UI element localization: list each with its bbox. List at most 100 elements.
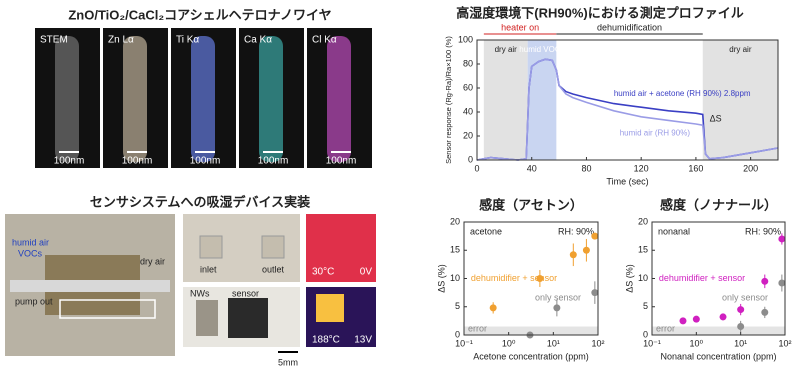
point	[570, 251, 577, 258]
x-tick-label: 0	[474, 163, 479, 173]
annotation: error	[656, 323, 675, 333]
nanowire	[259, 36, 283, 162]
y-tick-label: 40	[463, 106, 473, 116]
label: humid air	[12, 237, 49, 247]
scale-label: 100nm	[258, 156, 289, 167]
photo-inlet	[200, 236, 222, 258]
point	[761, 309, 768, 316]
panel-label: Cl Kα	[312, 35, 337, 46]
region	[528, 40, 557, 160]
y-tick-label: 10	[450, 273, 460, 283]
label: 188°C	[312, 335, 340, 346]
y-tick-label: 15	[450, 245, 460, 255]
annotation: ΔS	[710, 114, 722, 124]
y-tick-label: 20	[638, 216, 648, 226]
y-tick-label: 15	[638, 245, 648, 255]
y-tick-label: 0	[468, 154, 473, 164]
series-label: only sensor	[535, 293, 581, 303]
series-label: humid air + acetone (RH 90%) 2.8ppm	[614, 89, 751, 98]
label: 0V	[360, 267, 373, 278]
x-tick-label: 10²	[591, 338, 604, 348]
y-tick-label: 20	[463, 130, 473, 140]
photo-nws	[196, 300, 218, 336]
scale-label: 100nm	[54, 156, 85, 167]
x-axis-label: Time (sec)	[606, 176, 648, 186]
thermal-heater	[316, 294, 344, 322]
y-tick-label: 5	[643, 301, 648, 311]
device-title: センサシステムへの吸湿デバイス実装	[90, 194, 310, 209]
label: NWs	[190, 288, 210, 298]
y-axis-label: ΔS (%)	[624, 264, 634, 293]
x-tick-label: 200	[743, 163, 758, 173]
label: 13V	[354, 335, 372, 346]
annotation: acetone	[470, 226, 502, 236]
y-tick-label: 100	[458, 34, 473, 44]
panel-label: Ca Kα	[244, 35, 272, 46]
chart-title: 高湿度環境下(RH90%)における測定プロファイル	[456, 5, 743, 20]
nanowire	[123, 36, 147, 162]
label: outlet	[262, 264, 285, 274]
label: VOCs	[18, 248, 43, 258]
x-tick-label: 10⁰	[690, 338, 704, 348]
y-tick-label: 80	[463, 58, 473, 68]
x-axis-label: Nonanal concentration (ppm)	[660, 351, 776, 361]
x-tick-label: 80	[581, 163, 591, 173]
annotation: nonanal	[658, 226, 690, 236]
eds-panels: STEM 100nm Zn Lα 100nm Ti Kα 100nm Ca Kα 100nm C…	[35, 28, 372, 168]
point	[490, 304, 497, 311]
point	[591, 289, 598, 296]
x-tick-label: 10⁻¹	[643, 338, 661, 348]
photo-tube	[10, 280, 170, 292]
nanowire	[55, 36, 79, 162]
x-tick-label: 10¹	[734, 338, 747, 348]
y-tick-label: 10	[638, 273, 648, 283]
scale-label: 100nm	[122, 156, 153, 167]
label: 5mm	[278, 357, 298, 367]
series-label: humid air (RH 90%)	[620, 129, 691, 138]
point	[778, 280, 785, 287]
nanowire	[327, 36, 351, 162]
panel-label: Zn Lα	[108, 35, 134, 46]
x-tick-label: 120	[634, 163, 649, 173]
photo-sensor	[228, 298, 268, 338]
span-label: heater on	[501, 22, 539, 32]
panel-label: Ti Kα	[176, 35, 199, 46]
y-tick-label: 60	[463, 82, 473, 92]
label: dry air	[140, 256, 165, 266]
point	[693, 316, 700, 323]
point	[737, 306, 744, 313]
point	[591, 233, 598, 240]
point	[583, 247, 590, 254]
x-tick-label: 10¹	[547, 338, 560, 348]
region-label: dry air	[495, 45, 518, 54]
panel-label: STEM	[40, 35, 68, 46]
scale-label: 100nm	[190, 156, 221, 167]
chart-title: 感度（アセトン）	[479, 197, 583, 212]
annotation: error	[468, 323, 487, 333]
point	[720, 313, 727, 320]
nanowire	[191, 36, 215, 162]
annotation: RH: 90%	[745, 226, 781, 236]
y-axis-label: Sensor response (Rg-Ra)/Ra×100 (%)	[444, 36, 453, 164]
x-tick-label: 160	[688, 163, 703, 173]
series-label: dehumidifier + sensor	[659, 273, 745, 283]
x-tick-label: 10⁰	[502, 338, 516, 348]
scale-label: 100nm	[326, 156, 357, 167]
label: 30°C	[312, 267, 334, 278]
point	[553, 304, 560, 311]
series-label: only sensor	[722, 293, 768, 303]
label: sensor	[232, 288, 259, 298]
x-tick-label: 40	[527, 163, 537, 173]
point	[737, 323, 744, 330]
point	[761, 278, 768, 285]
nanowire-title: ZnO/TiO₂/CaCl₂コアシェルヘテロナノワイヤ	[68, 7, 331, 22]
series-label: dehumidifier + sensor	[471, 273, 557, 283]
chart-title: 感度（ノナナール）	[660, 197, 777, 212]
x-tick-label: 10²	[778, 338, 791, 348]
x-axis-label: Acetone concentration (ppm)	[473, 351, 589, 361]
point	[778, 235, 785, 242]
region-label: humid VOCs	[519, 45, 564, 54]
region-label: dry air	[729, 45, 752, 54]
point	[679, 317, 686, 324]
region	[484, 40, 528, 160]
